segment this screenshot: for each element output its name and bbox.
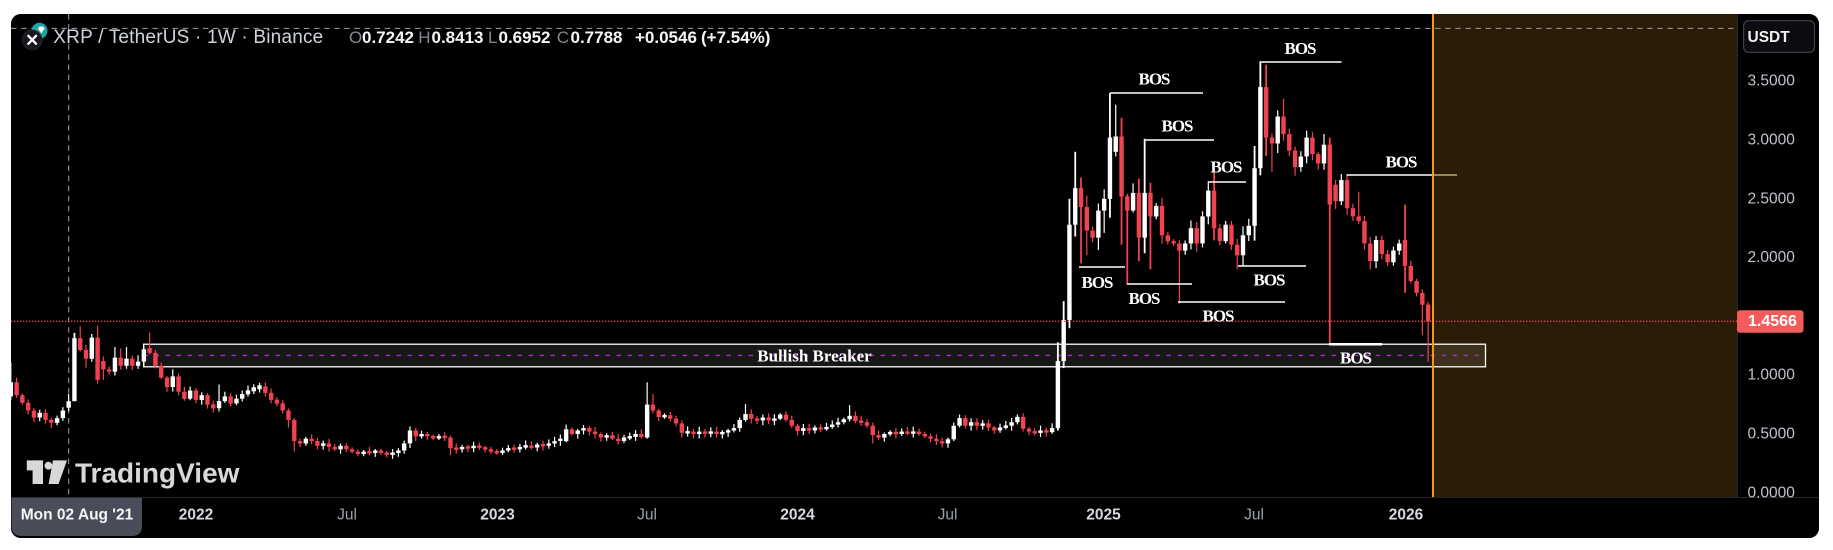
svg-text:2.5000: 2.5000 [1748, 190, 1796, 207]
svg-text:C: C [557, 28, 569, 47]
svg-text:2024: 2024 [780, 506, 815, 523]
svg-text:BOS: BOS [1161, 117, 1193, 136]
svg-text:0.5000: 0.5000 [1748, 426, 1796, 443]
svg-text:BOS: BOS [1210, 158, 1242, 177]
svg-text:0.8413: 0.8413 [432, 28, 484, 47]
svg-text:XRP / TetherUS · 1W · Binance: XRP / TetherUS · 1W · Binance [53, 27, 323, 48]
svg-text:2023: 2023 [480, 506, 515, 523]
svg-text:Jul: Jul [637, 506, 657, 523]
svg-text:1.0000: 1.0000 [1748, 367, 1796, 384]
svg-text:O: O [349, 28, 362, 47]
svg-text:BOS: BOS [1081, 273, 1113, 292]
svg-text:BOS: BOS [1138, 70, 1170, 89]
svg-text:Jul: Jul [938, 506, 958, 523]
svg-text:0.6952: 0.6952 [499, 28, 551, 47]
svg-text:BOS: BOS [1385, 153, 1417, 172]
svg-text:(+7.54%): (+7.54%) [701, 28, 770, 47]
svg-text:Jul: Jul [1244, 506, 1264, 523]
svg-text:Jul: Jul [337, 506, 357, 523]
svg-text:3.5000: 3.5000 [1748, 73, 1796, 90]
svg-text:3.0000: 3.0000 [1748, 132, 1796, 149]
svg-text:Mon 02 Aug '21: Mon 02 Aug '21 [21, 506, 134, 523]
svg-text:+0.0546: +0.0546 [635, 28, 697, 47]
svg-text:BOS: BOS [1340, 349, 1372, 368]
svg-text:USDT: USDT [1748, 29, 1791, 46]
svg-text:2026: 2026 [1389, 506, 1424, 523]
svg-text:2022: 2022 [179, 506, 213, 523]
svg-text:0.7242: 0.7242 [362, 28, 414, 47]
svg-text:BOS: BOS [1202, 307, 1234, 326]
svg-text:0.7788: 0.7788 [571, 28, 623, 47]
svg-text:BOS: BOS [1128, 289, 1160, 308]
svg-text:L: L [488, 28, 497, 47]
svg-text:2025: 2025 [1086, 506, 1121, 523]
svg-text:TradingView: TradingView [75, 457, 240, 488]
svg-text:1.4566: 1.4566 [1748, 313, 1797, 330]
svg-text:0.0000: 0.0000 [1748, 484, 1796, 501]
svg-text:H: H [418, 28, 430, 47]
svg-text:BOS: BOS [1284, 39, 1316, 58]
svg-text:Bullish Breaker: Bullish Breaker [757, 346, 872, 365]
svg-text:BOS: BOS [1253, 271, 1285, 290]
svg-text:2.0000: 2.0000 [1748, 249, 1796, 266]
